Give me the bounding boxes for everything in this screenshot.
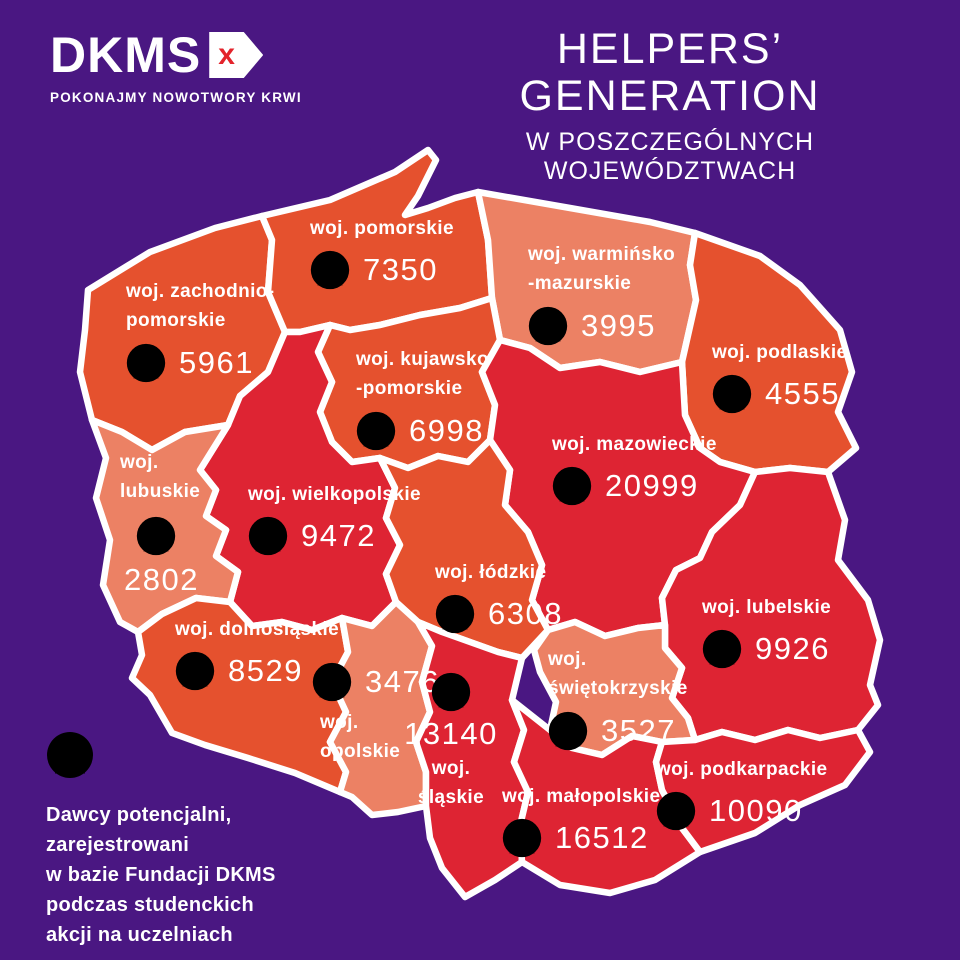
person-icon [552,466,592,506]
person-icon [656,791,696,831]
person-icon [435,594,475,634]
person-icon [175,651,215,691]
legend: Dawcy potencjalni, zarejestrowani w bazi… [46,731,276,950]
region-label-malopolskie: woj. małopolskie 16512 [502,782,660,858]
person-icon [136,516,176,556]
region-value: 6308 [488,596,563,632]
person-icon [528,306,568,346]
dkms-logo: DKMS x POKONAJMY NOWOTWORY KRWI [50,30,302,105]
region-value: 8529 [228,653,303,689]
dkms-x-icon: x [218,38,235,71]
region-label-lubuskie: woj. lubuskie 2802 [120,448,200,598]
region-value: 16512 [555,820,649,856]
region-value: 10090 [709,793,803,829]
region-name: woj. mazowieckie [552,434,717,455]
region-label-lubelskie: woj. lubelskie 9926 [702,593,831,669]
region-shape-podkarpackie [652,726,874,856]
region-name: woj. podkarpackie [656,759,828,780]
person-icon [502,818,542,858]
person-icon [310,250,350,290]
person-icon [126,343,166,383]
legend-line: akcji na uczelniach [46,924,233,946]
region-label-pomorskie: woj. pomorskie 7350 [310,214,454,290]
region-name: woj. pomorskie [310,218,454,239]
region-value: 7350 [363,252,438,288]
region-label-wielkopolskie: woj. wielkopolskie 9472 [248,480,421,556]
region-label-opolskie: 3476 woj. opolskie [312,662,440,767]
region-name: woj. zachodnio-pomorskie [126,281,275,332]
legend-line: podczas studenckich [46,894,254,916]
region-value: 2802 [124,561,199,597]
person-icon [548,711,588,751]
person-icon [702,629,742,669]
dkms-tagline: POKONAJMY NOWOTWORY KRWI [50,90,302,105]
region-label-warminsko: woj. warmińsko -mazurskie 3995 [528,240,675,346]
page-subtitle: W POSZCZEGÓLNYCH WOJEWÓDZTWACH [525,127,815,185]
region-value: 4555 [765,376,840,412]
legend-text: Dawcy potencjalni, zarejestrowani w bazi… [46,800,276,950]
person-icon [46,731,94,779]
dkms-logo-wordmark: DKMS [50,27,202,83]
person-icon [712,374,752,414]
region-name: woj. podlaskie [712,342,848,363]
person-icon [356,411,396,451]
region-name: woj. małopolskie [502,786,661,807]
region-label-zachodniopomorskie: woj. zachodnio-pomorskie 5961 [126,277,275,383]
person-icon [431,672,471,712]
legend-line: zarejestrowani [46,834,190,856]
region-name: woj. śląskie [417,758,485,809]
person-icon [312,662,352,702]
header: HELPERS’ GENERATION W POSZCZEGÓLNYCH WOJ… [420,25,920,186]
page-title: HELPERS’ GENERATION [519,25,821,121]
region-name: woj. opolskie [320,712,401,763]
region-value: 9472 [301,518,376,554]
region-label-slaskie: 13140 woj. śląskie [404,672,496,813]
region-value: 3527 [601,712,676,748]
region-label-lodzkie: woj. łódzkie 6308 [435,558,563,634]
legend-line: w bazie Fundacji DKMS [46,864,276,886]
region-value: 5961 [179,344,254,380]
region-value: 20999 [605,468,699,504]
region-name: woj. lubuskie [120,452,201,503]
region-value: 9926 [755,631,830,667]
region-label-mazowieckie: woj. mazowieckie 20999 [552,430,717,506]
region-value: 6998 [409,412,484,448]
region-label-dolnoslaskie: woj. dolnośląskie 8529 [175,615,339,691]
region-name: woj. lubelskie [702,597,832,618]
region-label-podlaskie: woj. podlaskie 4555 [712,338,847,414]
region-value: 3995 [581,307,656,343]
region-name: woj. łódzkie [435,562,547,583]
region-name: woj. świętokrzyskie [548,649,688,700]
region-label-podkarpackie: woj. podkarpackie 10090 [656,755,828,831]
region-value: 3476 [365,664,440,699]
person-icon [248,516,288,556]
legend-line: Dawcy potencjalni, [46,804,232,826]
region-name: woj. wielkopolskie [248,484,421,505]
region-label-swietokrzyskie: woj. świętokrzyskie 3527 [548,645,688,751]
region-value: 13140 [404,716,498,751]
region-name: woj. warmińsko -mazurskie [528,244,676,295]
region-name: woj. dolnośląskie [175,619,340,640]
region-name: woj. kujawsko -pomorskie [356,349,489,400]
region-label-kujawsko: woj. kujawsko -pomorskie 6998 [356,345,489,451]
